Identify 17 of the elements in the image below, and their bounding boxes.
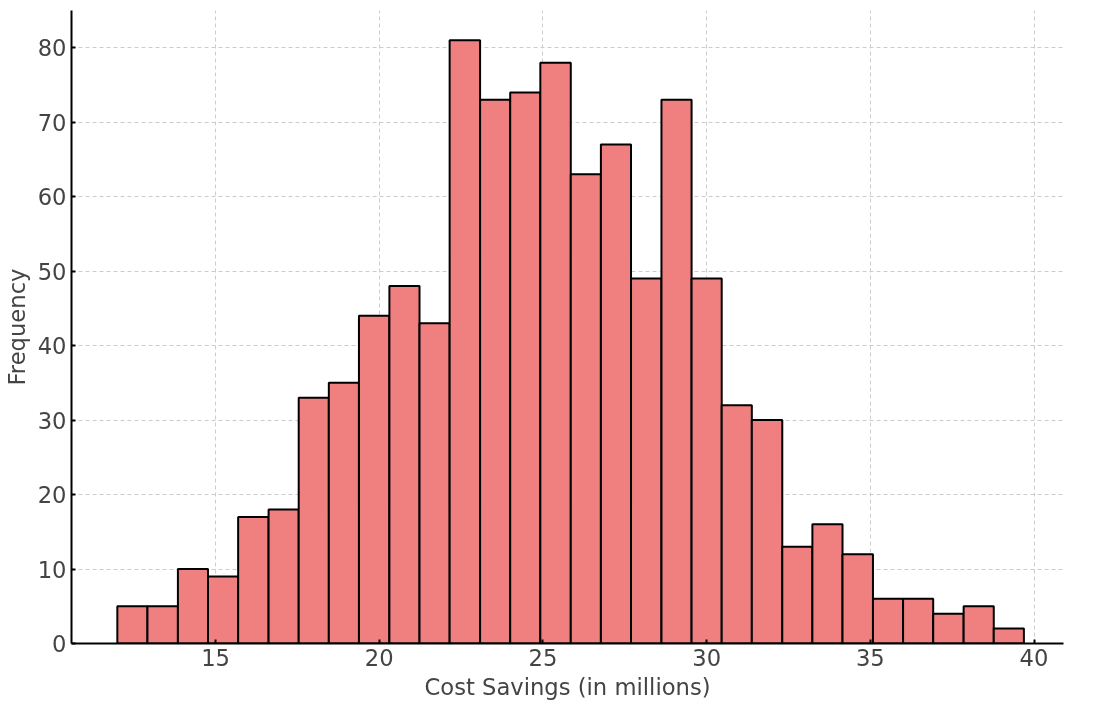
x-tick-label: 40 [1019,644,1049,671]
y-tick-label: 0 [52,631,67,657]
x-tick-label: 30 [692,644,722,671]
x-axis-title: Cost Savings (in millions) [424,673,711,700]
x-tick-label: 15 [201,644,230,671]
y-tick-label: 60 [37,184,67,211]
y-tick-label: 70 [37,109,67,136]
x-tick-label: 35 [855,644,885,671]
x-tick-label: 20 [364,644,394,671]
y-tick-label: 10 [37,556,67,583]
y-tick-label: 80 [37,35,67,62]
y-tick-label: 50 [37,258,67,285]
x-tick-label: 25 [528,644,558,671]
y-tick-label: 20 [37,482,67,509]
y-tick-label: 40 [37,333,67,360]
y-axis-title: Frequency [3,268,30,386]
y-tick-label: 30 [37,407,67,434]
